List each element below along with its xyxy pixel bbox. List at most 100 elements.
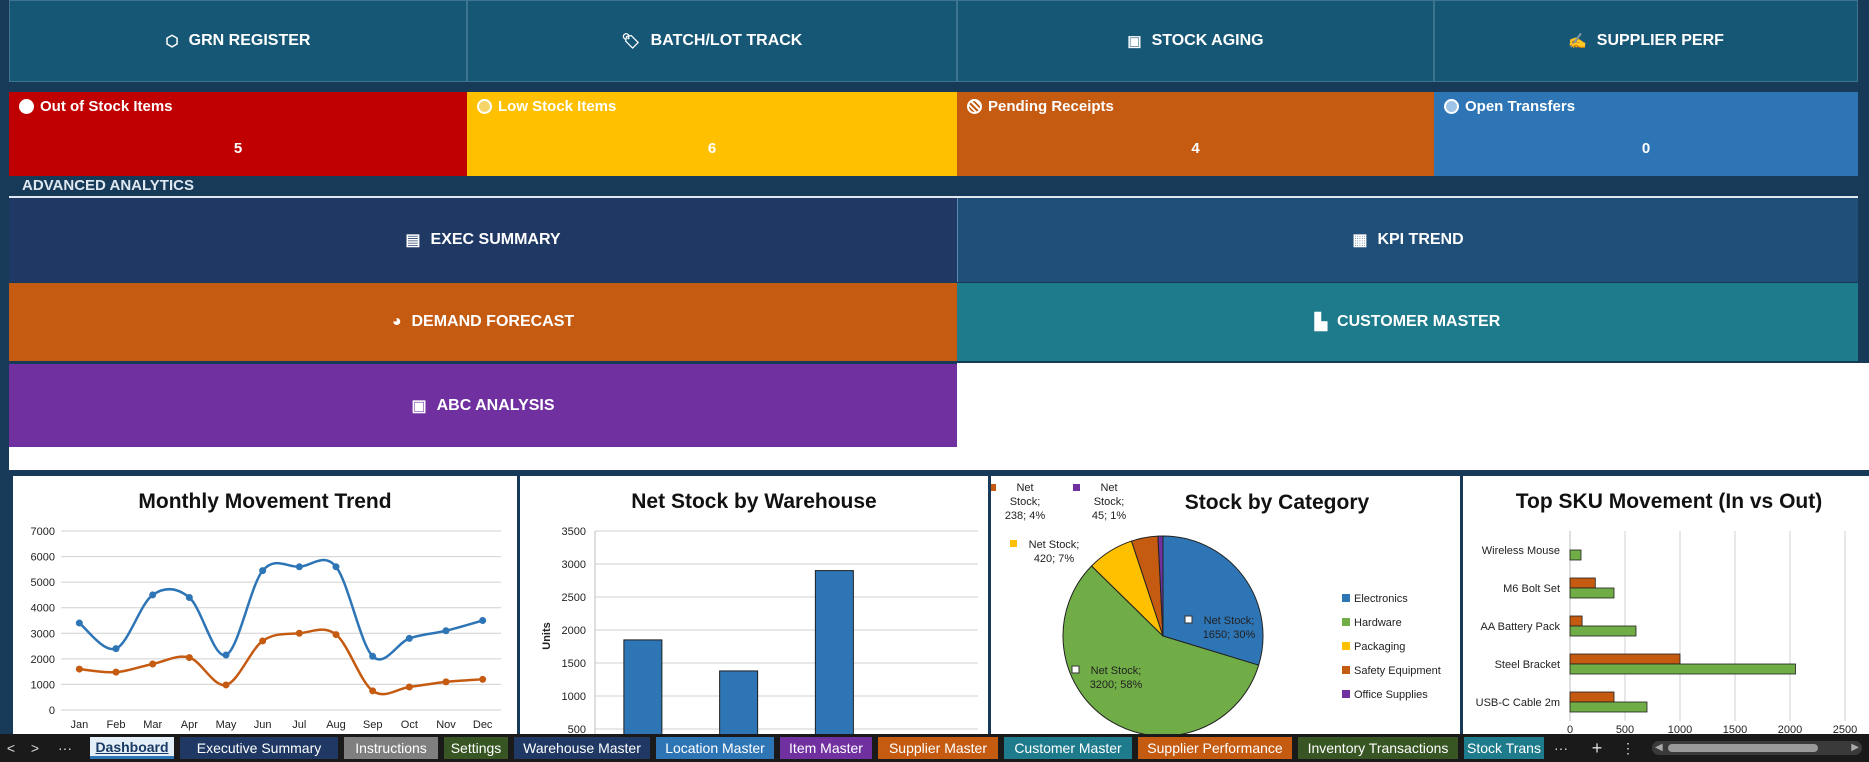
sheet-tab[interactable]: Customer Master — [1004, 737, 1132, 759]
x-tick-label: Jul — [292, 719, 306, 731]
series-line-0 — [78, 558, 484, 661]
sheet-tab[interactable]: Supplier Master — [878, 737, 998, 759]
legend-entry: Hardware — [1354, 617, 1402, 629]
y-tick-label: 7000 — [31, 526, 55, 538]
y-tick-label: 2000 — [562, 625, 586, 637]
x-tick-label: 2500 — [1833, 724, 1857, 734]
svg-text:45; 1%: 45; 1% — [1092, 510, 1126, 522]
demand-forecast-label: DEMAND FORECAST — [411, 313, 575, 330]
svg-text:Net Stock;: Net Stock; — [1204, 615, 1255, 627]
sheet-tab[interactable]: Executive Summary — [180, 737, 338, 759]
x-tick-label: 1000 — [1668, 724, 1692, 734]
y-tick-label: USB-C Cable 2m — [1476, 697, 1560, 709]
alert-label: Pending Receipts — [988, 98, 1114, 115]
menu-button[interactable]: ⋮ — [1621, 739, 1635, 756]
y-tick-label: 5000 — [31, 577, 55, 589]
sheet-tab[interactable]: Supplier Performance — [1138, 737, 1292, 759]
chart-net-stock-warehouse[interactable]: Net Stock by Warehouse Units 500 1000 1500… — [520, 476, 988, 762]
data-point — [479, 675, 487, 683]
kpi-trend-button[interactable]: ▦ KPI TREND — [957, 198, 1858, 282]
customer-master-label: CUSTOMER MASTER — [1337, 313, 1501, 330]
svg-text:1650; 30%: 1650; 30% — [1203, 629, 1256, 641]
legend-swatch — [1342, 690, 1350, 698]
bar — [1569, 549, 1582, 561]
alert-low-stock[interactable]: Low Stock Items 6 — [467, 92, 957, 176]
sheet-tab[interactable]: Location Master — [656, 737, 774, 759]
bar — [1569, 615, 1583, 627]
bar — [1569, 701, 1648, 713]
more-sheets-button[interactable]: ··· — [58, 740, 72, 756]
demand-forecast-button[interactable]: ◕ DEMAND FORECAST — [9, 283, 957, 361]
slice-data-label: Net Stock; 1650; 30% — [1184, 615, 1256, 641]
alert-open-transfers[interactable]: Open Transfers 0 — [1434, 92, 1858, 176]
customer-master-button[interactable]: ▙ CUSTOMER MASTER — [957, 283, 1858, 361]
slice-data-label: Net Stock; 238; 4% — [989, 482, 1045, 522]
legend-key — [1071, 665, 1080, 674]
tag-icon: 🏷 — [621, 33, 641, 50]
data-point — [369, 652, 377, 660]
sheet-tab[interactable]: Instructions — [344, 737, 438, 759]
y-tick-label: Wireless Mouse — [1482, 545, 1560, 557]
data-point — [479, 617, 487, 624]
y-tick-label: M6 Bolt Set — [1503, 583, 1560, 595]
prev-sheet-button[interactable]: < — [6, 740, 16, 756]
svg-text:3200; 58%: 3200; 58% — [1090, 679, 1143, 691]
sheet-tab[interactable]: Item Master — [780, 737, 872, 759]
data-point — [75, 665, 83, 673]
x-tick-label: Sep — [363, 719, 383, 731]
chart-title: Stock by Category — [1185, 491, 1370, 514]
horizontal-scrollbar[interactable]: ◀ ▶ — [1652, 741, 1862, 755]
legend-swatch — [1342, 666, 1350, 674]
data-point — [405, 683, 413, 691]
alert-pending-receipts[interactable]: Pending Receipts 4 — [957, 92, 1434, 176]
abc-analysis-button[interactable]: ▣ ABC ANALYSIS — [9, 364, 957, 447]
alert-value: 6 — [707, 140, 717, 157]
x-tick-label: Dec — [473, 719, 493, 731]
scroll-right-arrow[interactable]: ▶ — [1851, 742, 1859, 753]
nav-button-stock-aging[interactable]: ▣ STOCK AGING — [957, 0, 1434, 82]
add-sheet-button[interactable]: + — [1591, 737, 1603, 758]
factory-icon: ▙ — [1314, 314, 1328, 331]
bar — [1569, 653, 1681, 665]
handshake-icon: ✍ — [1568, 33, 1587, 50]
svg-text:420; 7%: 420; 7% — [1034, 553, 1075, 565]
next-sheet-button[interactable]: > — [30, 740, 40, 756]
chart-top-sku-movement[interactable]: Top SKU Movement (In vs Out) 0 500 1000 150… — [1463, 476, 1869, 736]
legend-swatch — [1342, 618, 1350, 626]
svg-text:Stock;: Stock; — [1010, 496, 1041, 508]
nav-button-grn-register[interactable]: ⬡ GRN REGISTER — [9, 0, 467, 82]
x-tick-label: 500 — [1616, 724, 1634, 734]
sheet-tab[interactable]: Dashboard — [90, 737, 174, 759]
x-tick-label: May — [216, 719, 237, 731]
slice-data-label: Net Stock; 3200; 58% — [1071, 665, 1143, 691]
circle-icon — [19, 99, 34, 114]
sheet-tab[interactable]: Stock Trans — [1464, 737, 1544, 759]
data-point — [222, 681, 230, 689]
y-tick-label: 1500 — [562, 658, 586, 670]
x-tick-label: Jan — [70, 719, 88, 731]
data-point — [75, 619, 83, 627]
alert-out-of-stock[interactable]: Out of Stock Items 5 — [9, 92, 467, 176]
sheet-tab[interactable]: Warehouse Master — [514, 737, 650, 759]
sheet-tab[interactable]: Inventory Transactions — [1298, 737, 1458, 759]
abc-analysis-label: ABC ANALYSIS — [436, 396, 555, 414]
legend-entry: Office Supplies — [1354, 689, 1428, 701]
more-sheets-button[interactable]: ··· — [1554, 740, 1568, 756]
sheet-tab[interactable]: Settings — [444, 737, 508, 759]
nav-button-label: SUPPLIER PERF — [1596, 32, 1724, 49]
bar — [1569, 663, 1796, 675]
chart-stock-by-category[interactable]: Stock by Category Net Stock; 1650; 30% Net… — [989, 476, 1460, 737]
nav-button-label: STOCK AGING — [1151, 32, 1264, 49]
data-point — [185, 654, 193, 662]
chart-monthly-movement[interactable]: Monthly Movement Trend 0 1000 2000 3000 4000… — [13, 476, 517, 734]
exec-summary-button[interactable]: ▤ EXEC SUMMARY — [9, 198, 957, 282]
slice-data-label: Net Stock; 45; 1% — [1073, 482, 1126, 522]
legend-entry: Electronics — [1354, 593, 1408, 605]
scrollbar-thumb[interactable] — [1668, 744, 1818, 752]
nav-button-batch-lot-track[interactable]: 🏷 BATCH/LOT TRACK — [467, 0, 957, 82]
nav-button-supplier-perf[interactable]: ✍ SUPPLIER PERF — [1434, 0, 1858, 82]
circle-icon — [967, 99, 982, 114]
bar — [814, 570, 854, 762]
scroll-left-arrow[interactable]: ◀ — [1655, 742, 1663, 753]
y-tick-label: 3500 — [562, 526, 586, 538]
